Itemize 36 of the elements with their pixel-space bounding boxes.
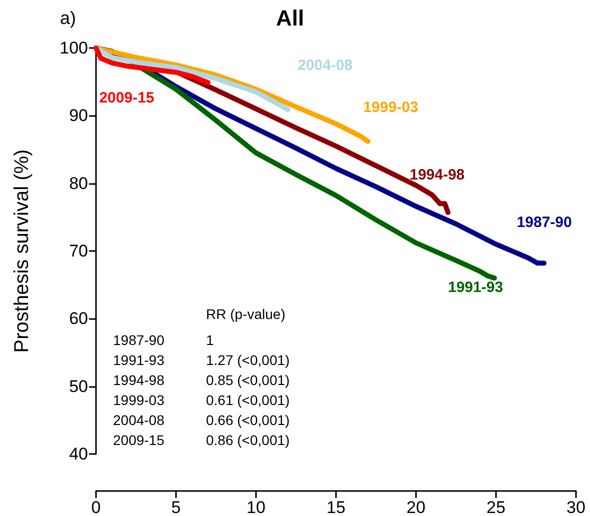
annotation: 2009-15 — [113, 432, 165, 448]
annotation: 0.66 (<0,001) — [206, 412, 290, 428]
series-label: 1994-98 — [410, 166, 465, 184]
annotation: 0.85 (<0,001) — [206, 372, 290, 388]
y-tick-label: 60 — [69, 309, 88, 328]
annotation: 1994-98 — [113, 372, 165, 388]
y-tick-label: 50 — [69, 376, 88, 396]
x-tick-label: 30 — [566, 498, 586, 516]
annotation: RR (p-value) — [206, 306, 286, 322]
text: 2004-08 — [298, 57, 353, 74]
annotation: 1987-90 — [113, 332, 165, 348]
x-tick-label: 25 — [486, 498, 506, 516]
y-axis-title: Prosthesis survival (%) — [11, 149, 33, 353]
annotation: 1.27 (<0,001) — [206, 352, 290, 368]
y-tick-label: 70 — [69, 242, 88, 260]
series-label: 1999-03 — [363, 99, 418, 116]
annotation: 2004-08 — [113, 412, 165, 428]
y-tick-label: 40 — [69, 444, 88, 464]
annotation: 0.61 (<0,001) — [206, 392, 290, 408]
x-tick-label: 0 — [91, 498, 101, 516]
annotation: 0.86 (<0,001) — [206, 432, 290, 448]
annotation: 1991-93 — [113, 352, 165, 368]
series-label: 2009-15 — [99, 90, 154, 107]
series-label: 1987-90 — [516, 214, 572, 232]
y-tick-label: 100 — [60, 38, 88, 58]
x-tick-label: 5 — [171, 498, 181, 516]
x-tick-label: 20 — [406, 498, 426, 516]
y-tick-label: 90 — [69, 106, 88, 126]
series-label: 1991-93 — [448, 279, 504, 296]
text: a) — [60, 8, 76, 28]
x-tick-label: 15 — [326, 498, 346, 516]
annotation: 1 — [206, 332, 214, 348]
x-tick-label: 10 — [246, 498, 266, 516]
y-tick-label: 80 — [69, 174, 88, 193]
chart-title: All — [276, 6, 304, 30]
annotation: 1999-03 — [113, 392, 165, 408]
